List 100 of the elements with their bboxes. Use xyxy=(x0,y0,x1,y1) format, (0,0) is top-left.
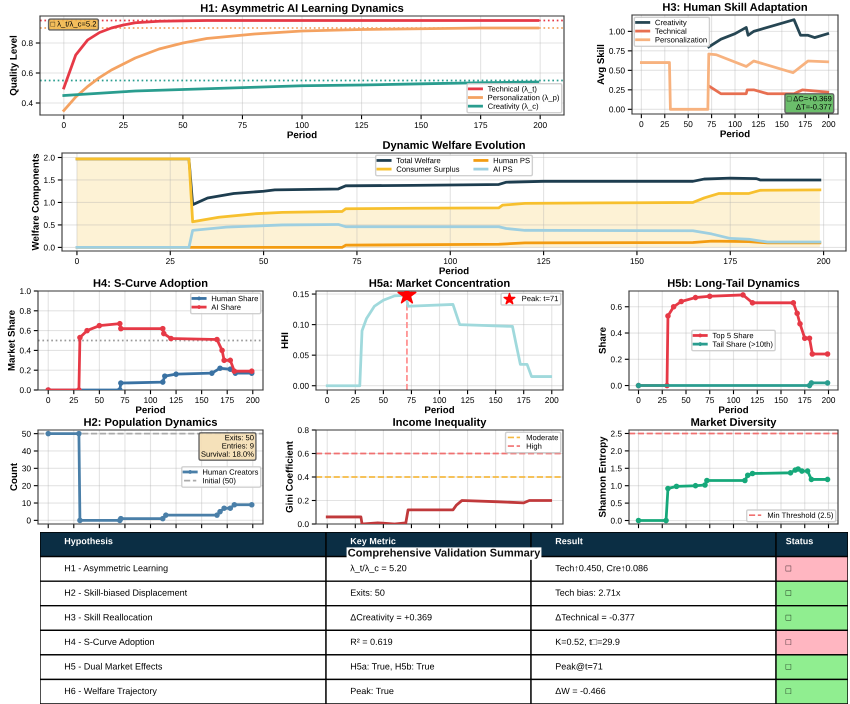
x-tick-label: 75 xyxy=(120,397,130,404)
x-tick-label: 25 xyxy=(351,397,360,404)
chart-title: Income Inequality xyxy=(393,418,486,428)
x-tick-label: 200 xyxy=(246,397,260,404)
point xyxy=(692,294,698,300)
x-axis-title: Period xyxy=(720,130,750,138)
y-tick-label: 0.00 xyxy=(293,382,309,389)
x-tick-label: 50 xyxy=(95,397,104,404)
point xyxy=(248,502,255,508)
category-label: Status xyxy=(786,538,813,544)
point xyxy=(77,334,83,340)
point xyxy=(740,292,746,298)
x-tick-label: 150 xyxy=(774,397,788,404)
y-axis-title: Avg Skill xyxy=(596,44,606,85)
point xyxy=(806,335,812,342)
x-tick-label: 100 xyxy=(728,121,742,128)
y-tick-label: 0.6 xyxy=(22,70,33,76)
chart-title: Dynamic Welfare Evolution xyxy=(383,140,525,152)
point xyxy=(706,293,713,300)
y-tick-label: 0.05 xyxy=(293,352,309,358)
y-tick-label: 0.2 xyxy=(610,356,622,362)
x-axis-title: Period xyxy=(136,406,165,414)
line-series xyxy=(707,18,830,48)
x-tick-label: 0 xyxy=(639,121,644,128)
text: Comprehensive Validation Summary xyxy=(348,548,540,559)
point xyxy=(750,300,756,306)
line-series xyxy=(76,223,822,249)
x-tick-label: 125 xyxy=(537,258,550,264)
y-axis-title: Market Share xyxy=(8,310,15,370)
x-tick-label: 50 xyxy=(259,258,268,264)
x-tick-label: 25 xyxy=(119,122,128,128)
text: ΔW = -0.466 xyxy=(556,688,606,694)
text: H4 - S-Curve Adoption xyxy=(64,638,154,647)
x-tick-label: 0 xyxy=(74,258,79,264)
point xyxy=(692,482,698,488)
x-tick-label: 175 xyxy=(798,121,812,128)
point xyxy=(794,310,800,316)
point xyxy=(96,322,102,328)
point xyxy=(163,512,169,518)
y-tick-label: 0.10 xyxy=(293,322,309,328)
point xyxy=(214,512,220,518)
y-tick-label: 0.2 xyxy=(298,498,309,504)
y-tick-label: 0.0 xyxy=(20,387,31,394)
x-axis-title: Period xyxy=(288,131,316,138)
x-tick-label: 75 xyxy=(407,397,416,404)
x-tick-label: 175 xyxy=(798,397,812,404)
text: Peak: True xyxy=(350,688,394,694)
point xyxy=(808,476,814,482)
text: Peak@t=71 xyxy=(556,662,602,671)
point xyxy=(799,468,805,474)
y-tick-label: 0.4 xyxy=(610,330,622,336)
x-axis-title: Period xyxy=(440,267,468,274)
point xyxy=(788,470,794,476)
text: □ xyxy=(786,664,792,670)
line-series xyxy=(640,52,830,111)
y-tick-label: 1.5 xyxy=(44,177,55,184)
point xyxy=(636,518,642,524)
text: H5 - Dual Market Effects xyxy=(64,662,162,670)
point xyxy=(742,478,748,484)
x-tick-label: 0 xyxy=(325,397,330,404)
point xyxy=(227,358,234,364)
point xyxy=(744,472,751,478)
text: H6 - Welfare Trajectory xyxy=(64,688,157,696)
text: ΔTechnical = -0.377 xyxy=(556,614,634,620)
y-tick-label: 1.00 xyxy=(609,28,625,34)
point xyxy=(670,304,676,310)
x-tick-label: 150 xyxy=(414,122,428,128)
y-tick-label: 1.0 xyxy=(44,200,55,206)
y-tick-label: 0.00 xyxy=(609,106,625,112)
x-tick-label: 150 xyxy=(630,258,644,264)
point xyxy=(804,468,810,474)
y-tick-label: 0.0 xyxy=(610,382,622,389)
x-tick-label: 175 xyxy=(474,122,488,128)
y-tick-label: 0.6 xyxy=(610,304,622,310)
point xyxy=(217,508,223,514)
point xyxy=(221,358,227,364)
x-tick-label: 0 xyxy=(636,397,640,404)
y-tick-label: 0.8 xyxy=(22,40,33,46)
y-tick-label: 0.5 xyxy=(610,500,622,506)
text: H5a: True, H5b: True xyxy=(350,662,434,671)
x-tick-label: 200 xyxy=(817,258,830,264)
point xyxy=(214,336,220,342)
x-tick-label: 200 xyxy=(822,121,836,128)
x-tick-label: 200 xyxy=(822,397,836,404)
point xyxy=(790,300,796,306)
point xyxy=(702,482,708,488)
y-tick-label: 30 xyxy=(22,466,31,472)
y-tick-label: 20 xyxy=(22,482,31,489)
point xyxy=(84,328,90,334)
text: Tech bias: 2.71x xyxy=(555,589,620,596)
text: Tech↑0.450, Cre↑0.086 xyxy=(555,564,648,572)
y-axis-title: Share xyxy=(598,327,606,354)
point xyxy=(209,370,215,376)
chart-title: H3: Human Skill Adaptation xyxy=(663,2,807,14)
y-tick-label: 0.8 xyxy=(20,308,31,314)
x-tick-label: 150 xyxy=(489,397,502,404)
x-tick-label: 125 xyxy=(355,122,368,128)
x-tick-label: 50 xyxy=(178,122,188,128)
y-tick-label: 0.6 xyxy=(20,328,31,334)
y-tick-label: 0.0 xyxy=(298,521,309,528)
